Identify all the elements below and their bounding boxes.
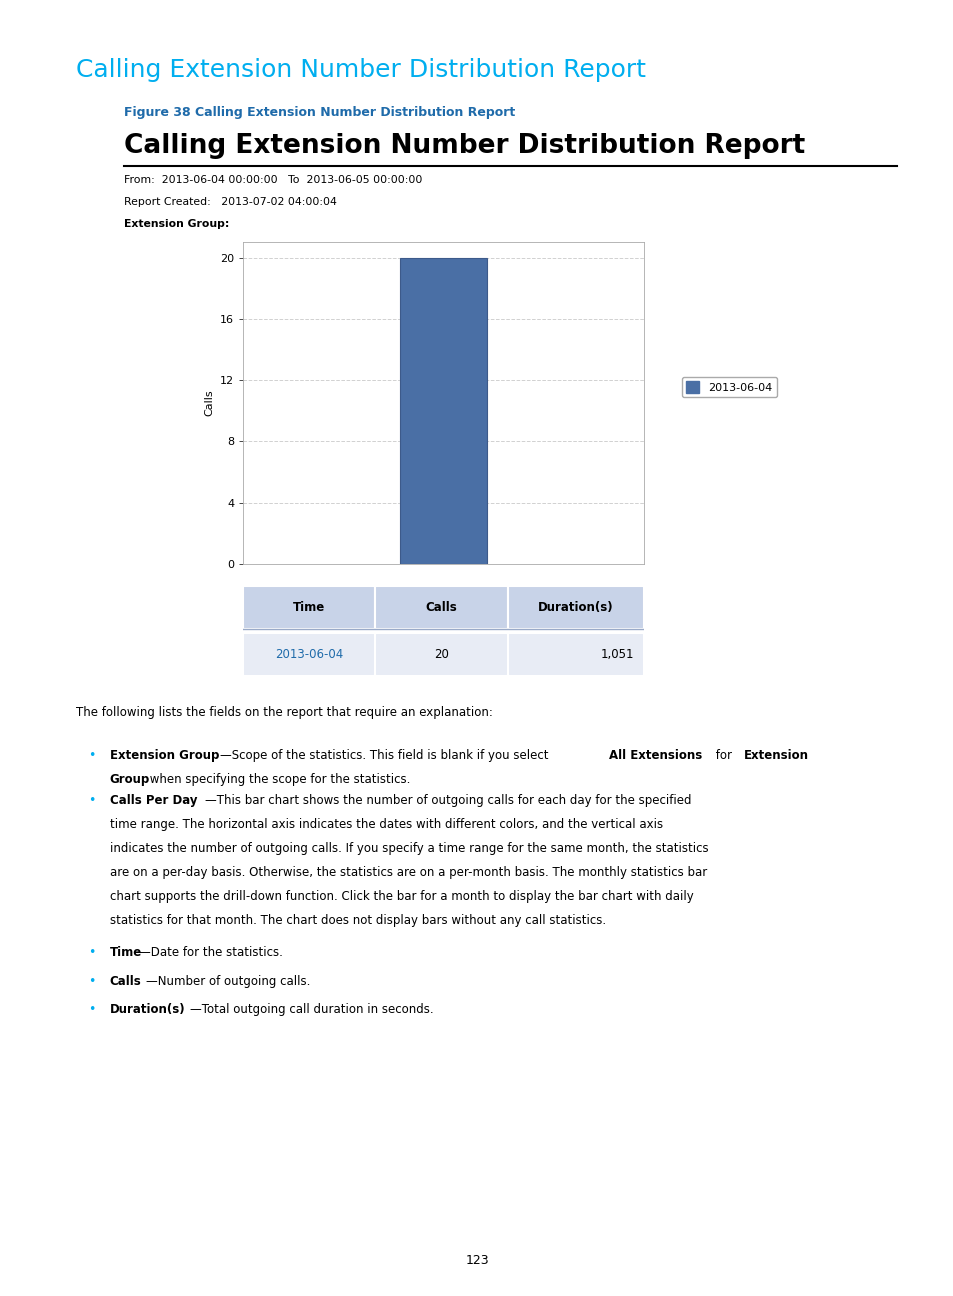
Text: Calls Per Day: Calls Per Day <box>110 794 197 807</box>
Text: Calls: Calls <box>425 601 457 614</box>
Text: 20: 20 <box>434 648 449 661</box>
Text: 123: 123 <box>465 1255 488 1267</box>
Bar <box>375 632 507 677</box>
Text: chart supports the drill-down function. Click the bar for a month to display the: chart supports the drill-down function. … <box>110 890 693 903</box>
Text: statistics for that month. The chart does not display bars without any call stat: statistics for that month. The chart doe… <box>110 915 605 928</box>
Text: Duration(s): Duration(s) <box>110 1003 185 1016</box>
Bar <box>375 586 507 630</box>
Bar <box>243 586 375 630</box>
Bar <box>507 632 643 677</box>
Bar <box>507 586 643 630</box>
Text: Duration(s): Duration(s) <box>537 601 613 614</box>
Text: —Number of outgoing calls.: —Number of outgoing calls. <box>146 975 311 988</box>
Text: Extension Group:: Extension Group: <box>124 219 229 229</box>
Text: Extension: Extension <box>743 749 808 762</box>
Text: —This bar chart shows the number of outgoing calls for each day for the specifie: —This bar chart shows the number of outg… <box>205 794 691 807</box>
Text: Calling Extension Number Distribution Report: Calling Extension Number Distribution Re… <box>124 133 804 159</box>
Text: •: • <box>88 1003 95 1016</box>
Text: From:  2013-06-04 00:00:00   To  2013-06-05 00:00:00: From: 2013-06-04 00:00:00 To 2013-06-05 … <box>124 175 422 185</box>
Text: Time: Time <box>110 946 142 959</box>
Text: 1,051: 1,051 <box>599 648 633 661</box>
Text: Extension Group: Extension Group <box>110 749 219 762</box>
Text: are on a per-day basis. Otherwise, the statistics are on a per-month basis. The : are on a per-day basis. Otherwise, the s… <box>110 866 706 880</box>
Text: 2013-06-04: 2013-06-04 <box>275 648 343 661</box>
Bar <box>399 258 487 564</box>
Y-axis label: Calls: Calls <box>204 390 214 416</box>
Text: indicates the number of outgoing calls. If you specify a time range for the same: indicates the number of outgoing calls. … <box>110 842 707 855</box>
Text: —Date for the statistics.: —Date for the statistics. <box>139 946 283 959</box>
Text: time range. The horizontal axis indicates the dates with different colors, and t: time range. The horizontal axis indicate… <box>110 819 662 832</box>
Text: —Total outgoing call duration in seconds.: —Total outgoing call duration in seconds… <box>190 1003 434 1016</box>
Text: Report Created:   2013-07-02 04:00:04: Report Created: 2013-07-02 04:00:04 <box>124 197 336 207</box>
Text: when specifying the scope for the statistics.: when specifying the scope for the statis… <box>146 772 410 787</box>
Text: Calling Extension Number Distribution Report: Calling Extension Number Distribution Re… <box>76 58 645 83</box>
Text: The following lists the fields on the report that require an explanation:: The following lists the fields on the re… <box>76 706 493 719</box>
Text: Figure 38 Calling Extension Number Distribution Report: Figure 38 Calling Extension Number Distr… <box>124 106 515 119</box>
Text: —Scope of the statistics. This field is blank if you select: —Scope of the statistics. This field is … <box>219 749 551 762</box>
Text: •: • <box>88 749 95 762</box>
Text: for: for <box>711 749 735 762</box>
Bar <box>243 632 375 677</box>
Text: •: • <box>88 975 95 988</box>
Text: All Extensions: All Extensions <box>608 749 701 762</box>
Text: Calls: Calls <box>110 975 141 988</box>
Legend: 2013-06-04: 2013-06-04 <box>680 377 776 397</box>
Text: Group: Group <box>110 772 150 787</box>
Text: Time: Time <box>293 601 325 614</box>
Text: •: • <box>88 946 95 959</box>
Text: •: • <box>88 794 95 807</box>
